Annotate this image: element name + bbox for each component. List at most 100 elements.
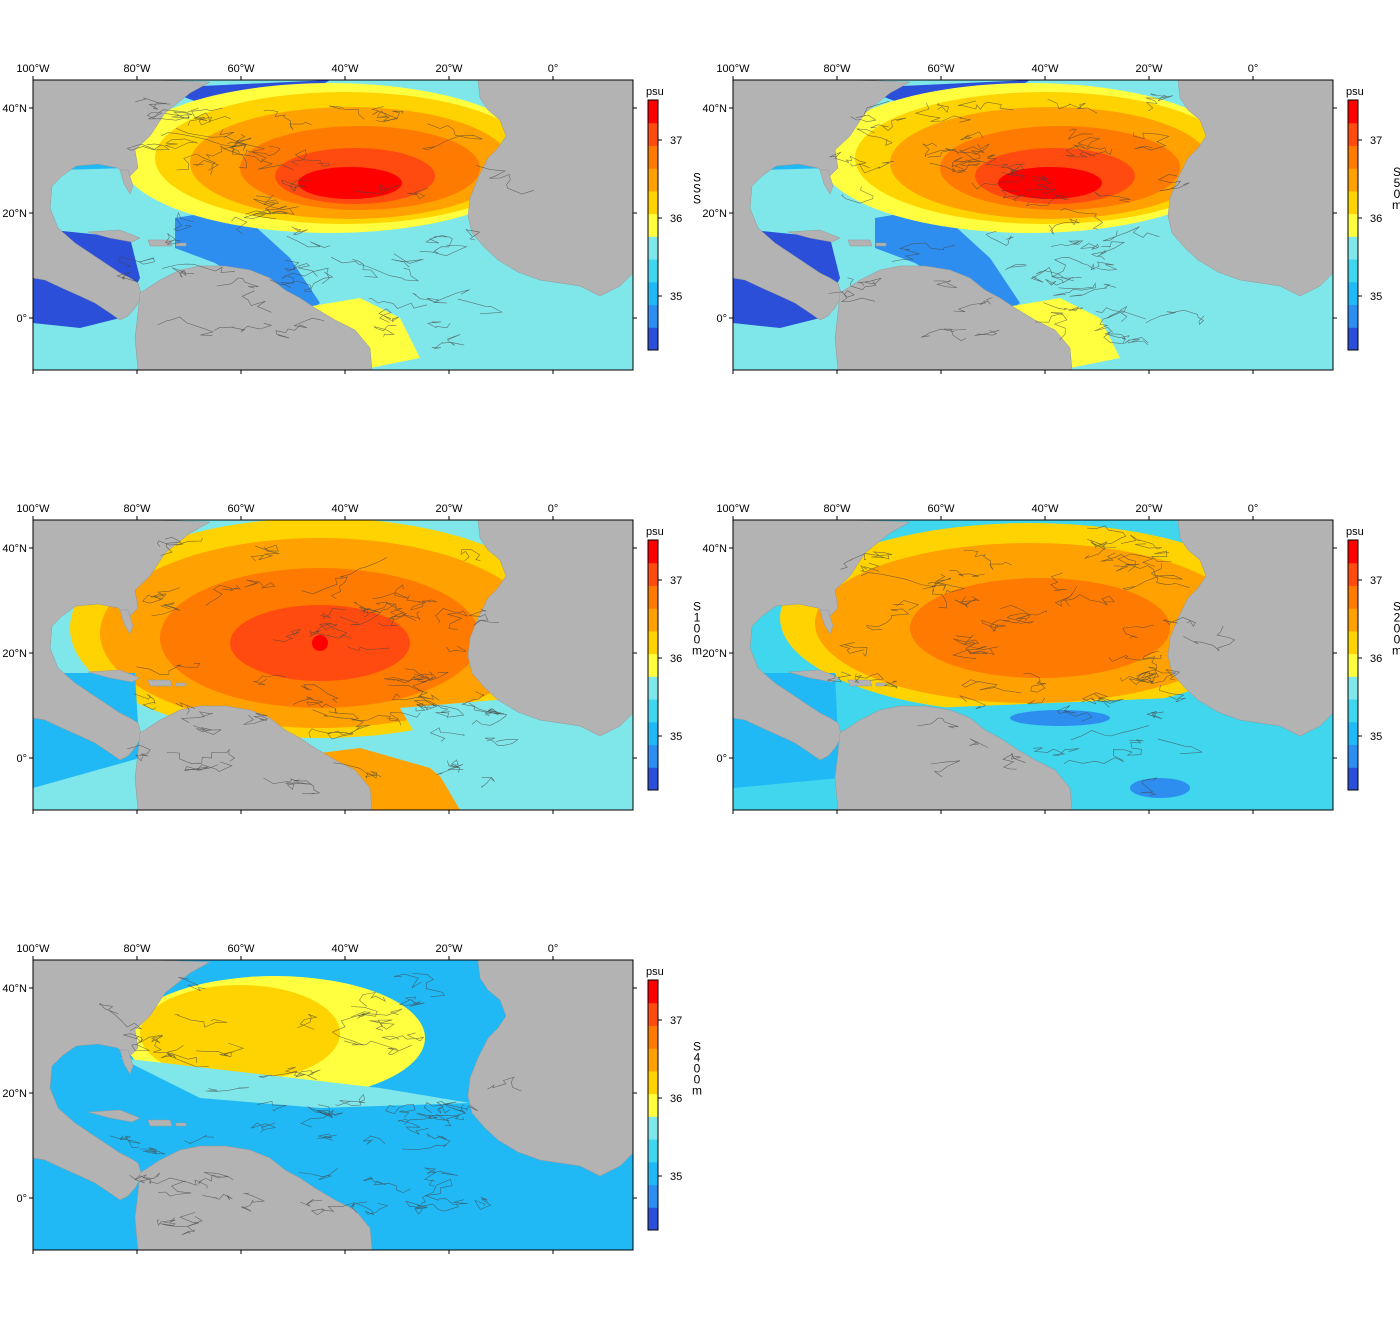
colorbar: psu 37 36 35 (646, 526, 682, 791)
colorbar-tick-label: 36 (1370, 653, 1382, 665)
lat-tick-label: 20°N (2, 1088, 27, 1100)
colorbar-unit: psu (1346, 86, 1364, 98)
lon-tick-label: 0° (1248, 63, 1259, 75)
lat-tick-label: 40°N (2, 103, 27, 115)
lat-tick-label: 40°N (2, 983, 27, 995)
svg-text:S: S (693, 193, 701, 207)
svg-text:m: m (1392, 644, 1400, 658)
panel-s100: 100°W 80°W 60°W 40°W 20°W 0° 40°N 20°N 0° psu 37 36… (0, 498, 702, 828)
colorbar: psu 37 36 35 (1346, 526, 1382, 791)
colorbar-tick-label: 37 (670, 1015, 682, 1027)
lon-tick-label: 0° (548, 943, 559, 955)
lat-tick-label: 20°N (2, 648, 27, 660)
colorbar-tick-label: 36 (670, 653, 682, 665)
panel-s50: 100°W 80°W 60°W 40°W 20°W 0° 40°N 20°N 0° psu 37 36… (700, 58, 1400, 388)
salinity-map-sss: 100°W 80°W 60°W 40°W 20°W 0° 40°N 20°N 0° psu 37 36… (2, 63, 701, 374)
colorbar-unit: psu (646, 966, 664, 978)
lon-tick-label: 0° (1248, 503, 1259, 515)
colorbar-tick-label: 37 (670, 575, 682, 587)
svg-text:0: 0 (694, 633, 701, 647)
svg-text:m: m (692, 1084, 702, 1098)
svg-text:0: 0 (1394, 622, 1400, 636)
lon-tick-label: 0° (548, 63, 559, 75)
lon-tick-label: 60°W (227, 943, 255, 955)
lon-tick-label: 20°W (1135, 63, 1163, 75)
colorbar: psu 37 36 35 (646, 966, 682, 1231)
lon-tick-label: 0° (548, 503, 559, 515)
lon-tick-label: 60°W (227, 63, 255, 75)
colorbar-unit: psu (646, 526, 664, 538)
svg-text:m: m (692, 644, 702, 658)
salinity-field (33, 520, 633, 810)
lon-tick-label: 80°W (823, 63, 851, 75)
svg-text:0: 0 (1394, 187, 1400, 201)
lon-tick-label: 20°W (1135, 503, 1163, 515)
lon-tick-label: 20°W (435, 63, 463, 75)
panel-title: SSS (693, 171, 701, 207)
lat-tick-label: 40°N (702, 543, 727, 555)
lon-tick-label: 20°W (435, 503, 463, 515)
lat-tick-label: 0° (16, 1193, 27, 1205)
lon-tick-label: 60°W (927, 63, 955, 75)
colorbar: psu 37 36 35 (1346, 86, 1382, 351)
lat-tick-label: 0° (16, 313, 27, 325)
lon-tick-label: 100°W (716, 503, 750, 515)
panel-s200: 100°W 80°W 60°W 40°W 20°W 0° 40°N 20°N 0° psu 37 36… (700, 498, 1400, 828)
svg-text:S: S (1393, 600, 1400, 614)
colorbar-unit: psu (646, 86, 664, 98)
colorbar-tick-label: 35 (1370, 291, 1382, 303)
svg-text:S: S (1393, 165, 1400, 179)
lon-tick-label: 80°W (123, 943, 151, 955)
colorbar-tick-label: 36 (670, 1093, 682, 1105)
colorbar: psu 37 36 35 (646, 86, 682, 351)
svg-text:m: m (1392, 198, 1400, 212)
lon-tick-label: 40°W (331, 943, 359, 955)
lat-tick-label: 0° (716, 313, 727, 325)
salinity-map-s50: 100°W 80°W 60°W 40°W 20°W 0° 40°N 20°N 0° psu 37 36… (702, 63, 1400, 374)
lon-tick-label: 60°W (227, 503, 255, 515)
lon-tick-label: 80°W (823, 503, 851, 515)
lat-tick-label: 0° (716, 753, 727, 765)
lon-tick-label: 40°W (1031, 503, 1059, 515)
svg-text:0: 0 (694, 622, 701, 636)
salinity-map-s100: 100°W 80°W 60°W 40°W 20°W 0° 40°N 20°N 0° psu 37 36… (2, 503, 702, 814)
map-frame (732, 79, 1334, 371)
svg-text:0: 0 (1394, 633, 1400, 647)
map-frame (32, 959, 634, 1251)
colorbar-tick-label: 35 (670, 731, 682, 743)
salinity-field (33, 80, 633, 370)
map-frame (32, 79, 634, 371)
colorbar-tick-label: 37 (670, 135, 682, 147)
colorbar-tick-label: 35 (1370, 731, 1382, 743)
svg-text:2: 2 (1394, 611, 1400, 625)
lon-tick-label: 40°W (1031, 63, 1059, 75)
lon-tick-label: 80°W (123, 503, 151, 515)
lat-tick-label: 20°N (702, 648, 727, 660)
svg-text:S: S (693, 171, 701, 185)
salinity-map-s400: 100°W 80°W 60°W 40°W 20°W 0° 40°N 20°N 0° psu 37 36… (2, 943, 702, 1254)
lon-tick-label: 20°W (435, 943, 463, 955)
map-frame (732, 519, 1334, 811)
svg-text:1: 1 (694, 611, 701, 625)
svg-text:S: S (693, 600, 701, 614)
svg-text:4: 4 (694, 1051, 701, 1065)
lon-tick-label: 40°W (331, 503, 359, 515)
salinity-field (33, 960, 633, 1250)
lat-tick-label: 20°N (702, 208, 727, 220)
lon-tick-label: 80°W (123, 63, 151, 75)
svg-text:0: 0 (694, 1062, 701, 1076)
map-frame (32, 519, 634, 811)
svg-text:5: 5 (1394, 176, 1400, 190)
lat-tick-label: 40°N (702, 103, 727, 115)
panel-s400: 100°W 80°W 60°W 40°W 20°W 0° 40°N 20°N 0° psu 37 36… (0, 938, 702, 1268)
lat-tick-label: 20°N (2, 208, 27, 220)
salinity-map-s200: 100°W 80°W 60°W 40°W 20°W 0° 40°N 20°N 0° psu 37 36… (702, 503, 1400, 814)
lat-tick-label: 40°N (2, 543, 27, 555)
svg-text:0: 0 (694, 1073, 701, 1087)
panel-sss: 100°W 80°W 60°W 40°W 20°W 0° 40°N 20°N 0° psu 37 36… (0, 58, 701, 388)
lon-tick-label: 60°W (927, 503, 955, 515)
lon-tick-label: 100°W (16, 943, 50, 955)
